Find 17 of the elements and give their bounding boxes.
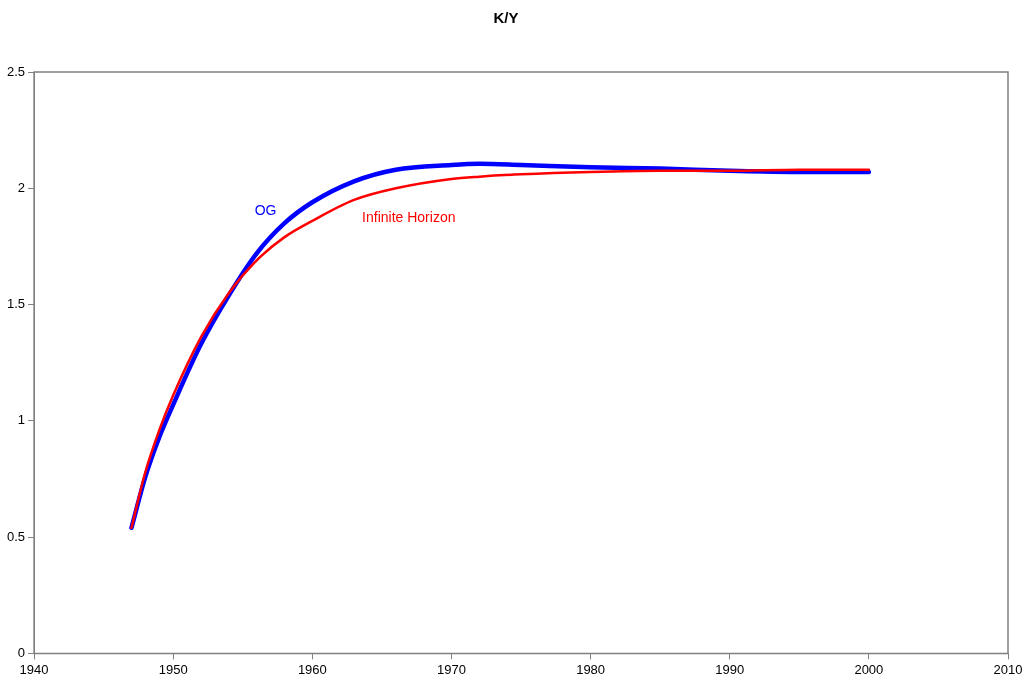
x-tick-label: 2000 (854, 661, 884, 677)
x-tick-label: 1960 (297, 661, 327, 677)
y-tick-label: 0.5 (6, 528, 26, 544)
series-label: OG (254, 202, 277, 219)
chart-title: K/Y (493, 9, 519, 27)
series-label: Infinite Horizon (362, 208, 456, 225)
y-tick-label: 1.5 (6, 296, 26, 312)
x-tick-label: 1940 (19, 661, 49, 677)
x-tick-label: 1980 (576, 661, 606, 677)
x-tick-label: 1990 (715, 661, 745, 677)
x-tick-label: 1970 (437, 661, 466, 677)
y-tick-label: 0 (17, 644, 26, 660)
x-tick-label: 2010 (993, 661, 1023, 677)
y-tick-label: 2.5 (6, 63, 26, 79)
y-tick-label: 2 (17, 179, 26, 195)
x-tick-label: 1950 (158, 661, 188, 677)
y-tick-label: 1 (17, 412, 26, 428)
